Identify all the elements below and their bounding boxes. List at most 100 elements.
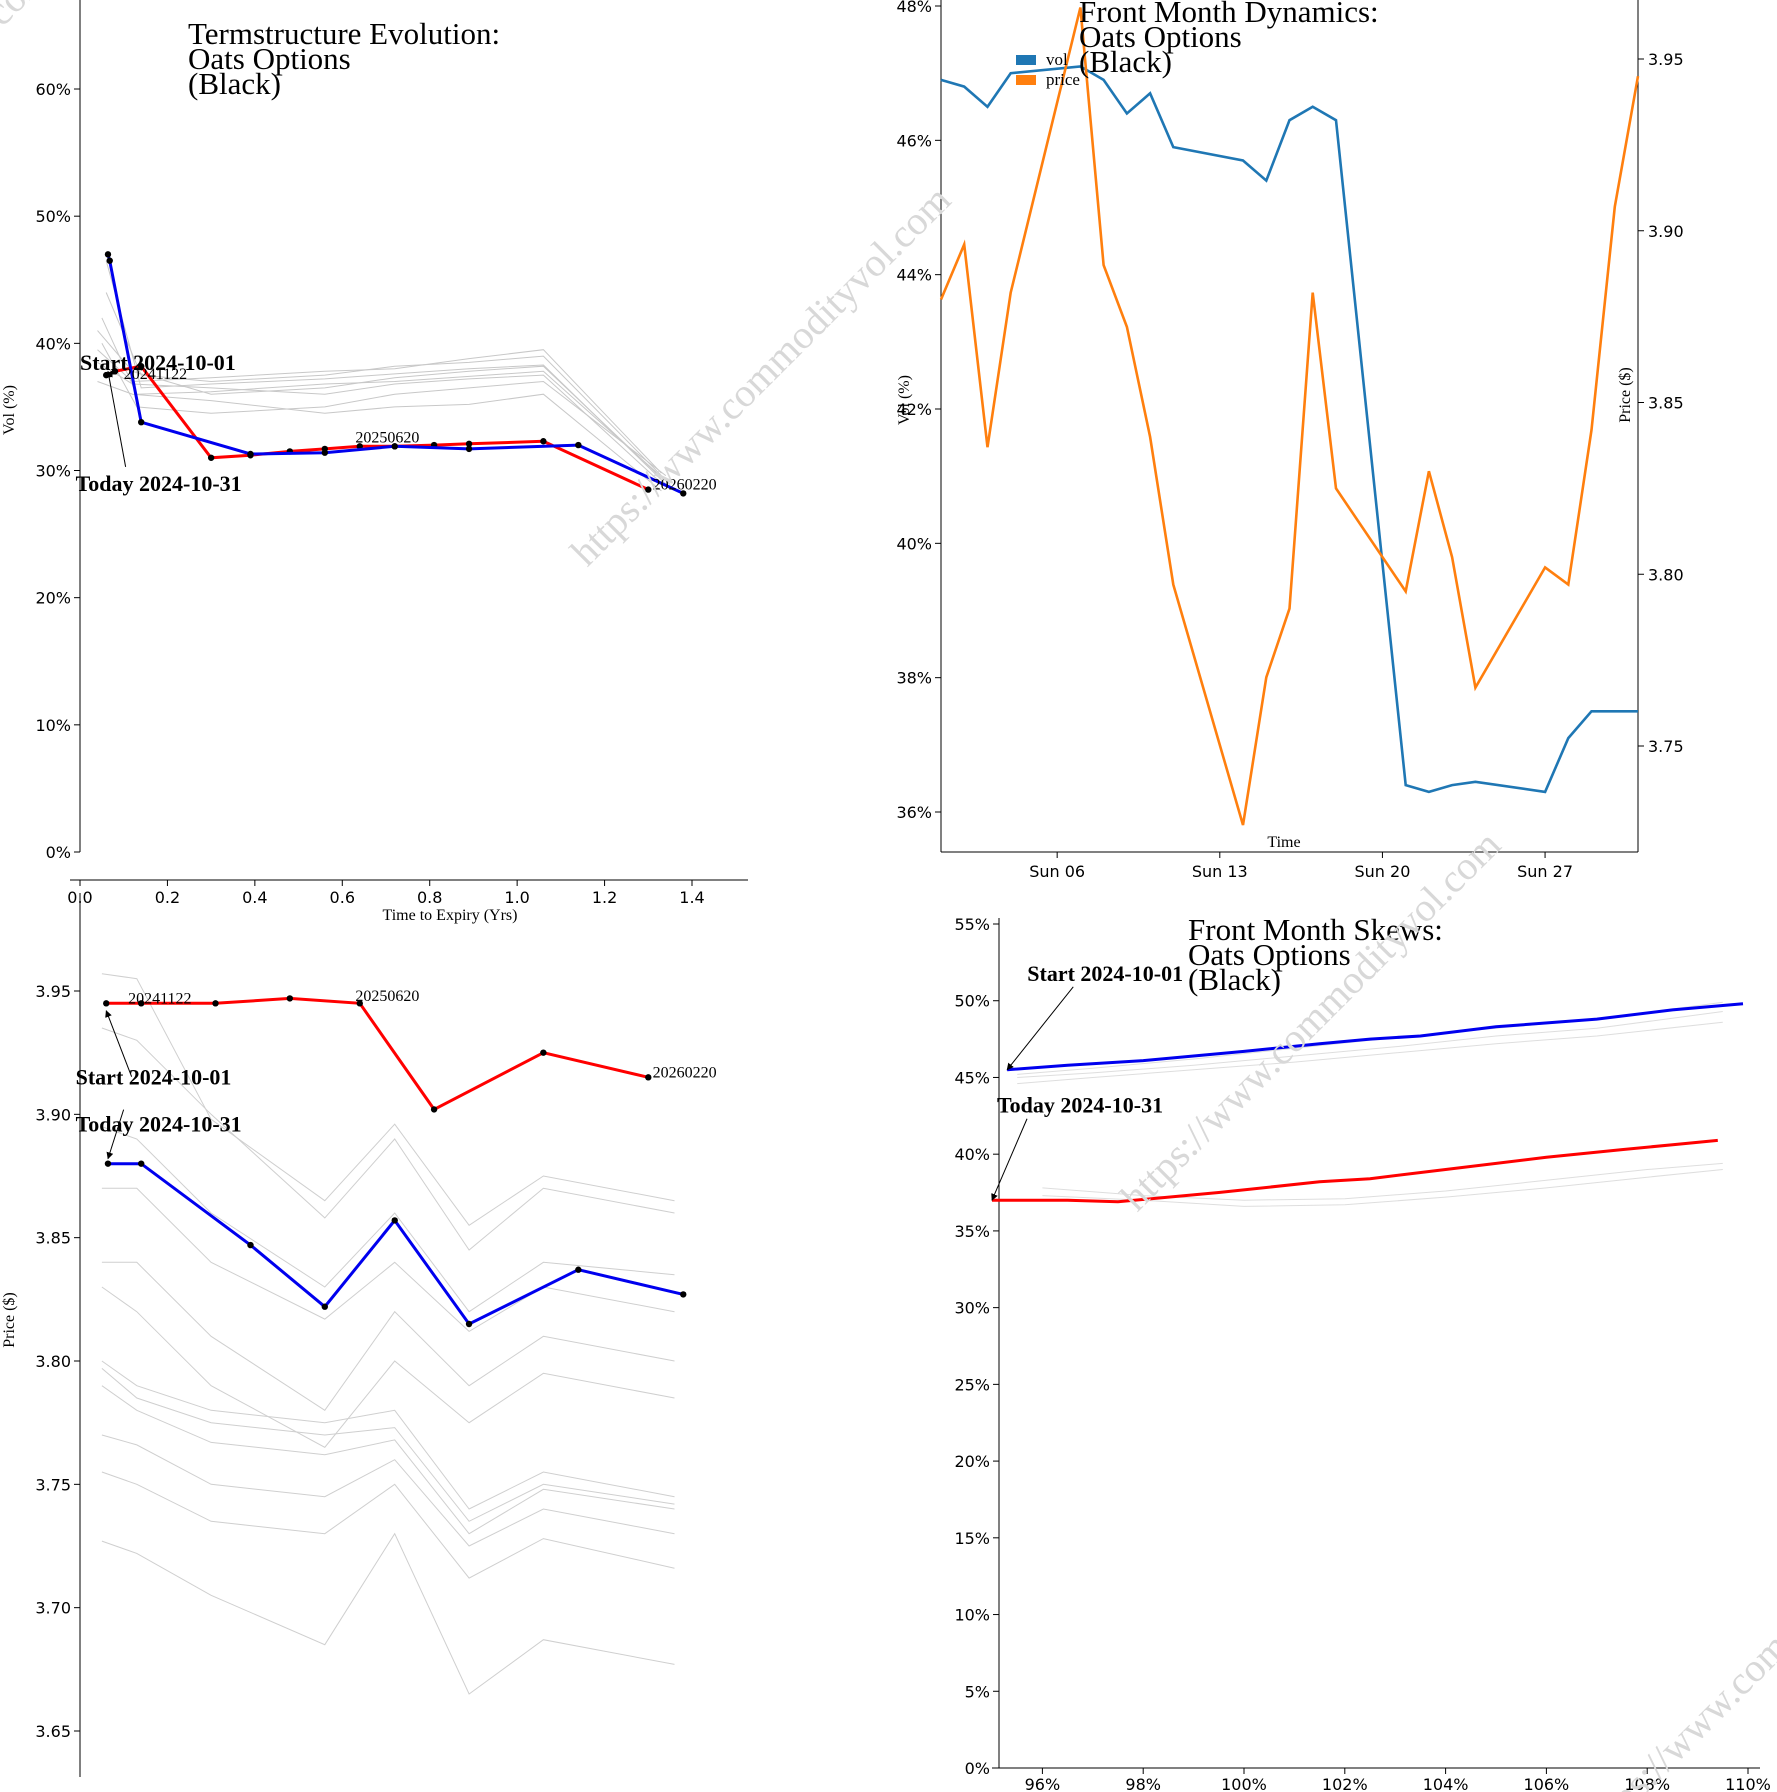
term-x-tick-label: 1.2 bbox=[592, 888, 617, 907]
term-y-tick-label: 30% bbox=[35, 462, 71, 481]
skews-y-tick-label: 0% bbox=[965, 1759, 990, 1778]
dynamics-legend-swatch bbox=[1016, 75, 1036, 85]
price_term-y-tick-label: 3.75 bbox=[35, 1475, 71, 1494]
watermark-text: https://www.commodityvol.com bbox=[1572, 1452, 1777, 1792]
term-y-tick-label: 20% bbox=[35, 589, 71, 608]
term-history-line bbox=[97, 361, 662, 484]
skews-x-tick-label: 104% bbox=[1423, 1775, 1469, 1792]
term-series-point bbox=[680, 490, 687, 497]
term-history-line bbox=[105, 292, 671, 485]
termstructure-panel: 0.0 0.2 0.4 0.6 0.8 1.0 1.2 1.40%10%20%30%40%50… bbox=[1, 0, 748, 924]
term-annotation: Today 2024-10-31 bbox=[76, 471, 242, 496]
price_term-history-line bbox=[101, 1385, 675, 1535]
dynamics-title-line: Front Month Dynamics: bbox=[1079, 0, 1379, 29]
dynamics-title-line: Oats Options bbox=[1079, 19, 1242, 54]
skews-x-tick-label: 96% bbox=[1025, 1775, 1061, 1792]
skews-annotation-arrow bbox=[1006, 986, 1074, 1071]
price_term-y-tick-label: 3.85 bbox=[35, 1229, 71, 1248]
skews-y-tick-label: 40% bbox=[954, 1145, 990, 1164]
skews-series-line bbox=[1006, 1002, 1744, 1072]
dynamics-y-tick-label: 40% bbox=[896, 534, 932, 553]
front-month-dynamics-panel: Sun 06 Sun 13 Sun 20 Sun 27 36% 38% 40% 42% 44% 4… bbox=[896, 0, 1684, 881]
skews-title-line: Oats Options bbox=[1188, 937, 1351, 972]
term-annotation-arrow bbox=[105, 370, 127, 467]
term-history-line bbox=[97, 381, 662, 492]
price_term-history-line bbox=[101, 1368, 675, 1522]
skews-title-line: (Black) bbox=[1188, 962, 1281, 997]
dynamics-legend-label: price bbox=[1046, 70, 1080, 89]
dynamics-x-tick-label: Sun 20 bbox=[1354, 862, 1410, 881]
skews-x-tick-label: 100% bbox=[1221, 1775, 1267, 1792]
skews-y-tick-label: 20% bbox=[954, 1452, 990, 1471]
price_term-history-line bbox=[101, 1360, 675, 1510]
price_term-series-point bbox=[286, 995, 294, 1002]
price_term-history-line bbox=[101, 1187, 675, 1333]
term-series-point bbox=[104, 251, 112, 258]
term-series-point bbox=[247, 450, 254, 458]
price_term-annotation-arrow bbox=[105, 1010, 133, 1077]
price_term-series-point bbox=[356, 1000, 363, 1007]
front-month-skews-panel: 96% 98% 100% 102% 104% 106% 108% 110% 0% 5% 10% 15%… bbox=[954, 912, 1770, 1792]
price_term-y-tick-label: 3.90 bbox=[35, 1105, 71, 1124]
watermark-text: https://www.commodityvol.com bbox=[1112, 822, 1510, 1220]
dynamics-y2-axis-label: Price ($) bbox=[1617, 367, 1634, 423]
term-y-tick-label: 10% bbox=[35, 716, 71, 735]
skews-y-tick-label: 10% bbox=[954, 1606, 990, 1625]
price_term-series-line bbox=[108, 1162, 684, 1326]
dynamics-x-tick-label: Sun 06 bbox=[1029, 862, 1085, 881]
skews-x-tick-label: 98% bbox=[1125, 1775, 1161, 1792]
term-x-tick-label: 0.4 bbox=[242, 888, 267, 907]
price_term-series-point bbox=[680, 1291, 687, 1298]
term-series-point bbox=[645, 486, 652, 493]
price_term-y-tick-label: 3.95 bbox=[35, 982, 71, 1001]
price_term-series-point bbox=[645, 1074, 652, 1081]
skews-series-line bbox=[992, 1138, 1718, 1204]
term-history-line bbox=[101, 343, 667, 476]
dynamics-y-tick-label: 36% bbox=[896, 803, 932, 822]
term-y-tick-label: 40% bbox=[35, 334, 71, 353]
price_term-y-tick-label: 3.80 bbox=[35, 1352, 71, 1371]
price_term-history-line bbox=[101, 1286, 675, 1448]
term-series-point bbox=[540, 438, 547, 445]
price_term-annotation-arrow bbox=[106, 1109, 125, 1160]
skews-history-line bbox=[1042, 1169, 1723, 1207]
dynamics-y2-tick-label: 3.80 bbox=[1648, 565, 1684, 584]
price_term-series-point bbox=[212, 1000, 219, 1007]
term-series-point bbox=[575, 441, 582, 449]
price_term-series-point bbox=[103, 1000, 110, 1007]
price_term-annotation: Today 2024-10-31 bbox=[76, 1112, 242, 1137]
skews-y-tick-label: 35% bbox=[954, 1222, 990, 1241]
term-contract-label: 20241122 bbox=[124, 366, 187, 383]
term-contract-label: 20250620 bbox=[355, 430, 419, 447]
price_term-series-point bbox=[465, 1320, 473, 1328]
dynamics-price-line bbox=[939, 7, 1640, 826]
term-series-point bbox=[138, 363, 145, 370]
dynamics-x-tick-label: Sun 27 bbox=[1517, 862, 1573, 881]
term-history-line bbox=[97, 349, 662, 474]
price_term-history-line bbox=[101, 1261, 675, 1411]
term-history-line bbox=[101, 317, 667, 482]
skews-annotation: Start 2024-10-01 bbox=[1027, 961, 1183, 986]
price_term-history-line bbox=[101, 1027, 675, 1251]
dynamics-x-axis-label: Time bbox=[1267, 834, 1300, 851]
dynamics-y-tick-label: 46% bbox=[896, 131, 932, 150]
dynamics-y2-tick-label: 3.90 bbox=[1648, 222, 1684, 241]
dynamics-legend-swatch bbox=[1016, 55, 1036, 65]
skews-x-tick-label: 102% bbox=[1322, 1775, 1368, 1792]
term-x-tick-label: 1.0 bbox=[504, 888, 529, 907]
term-series-point bbox=[465, 440, 473, 448]
skews-title-line: Front Month Skews: bbox=[1188, 912, 1443, 947]
term-title-line: Oats Options bbox=[188, 41, 351, 76]
dynamics-title-line: (Black) bbox=[1079, 44, 1172, 79]
term-x-tick-label: 1.4 bbox=[679, 888, 704, 907]
price_term-history-line bbox=[101, 1532, 675, 1695]
price_term-series-point bbox=[430, 1106, 438, 1113]
dynamics-y-tick-label: 38% bbox=[896, 669, 932, 688]
skews-x-tick-label: 108% bbox=[1624, 1775, 1670, 1792]
dynamics-y2-tick-label: 3.85 bbox=[1648, 394, 1684, 413]
dynamics-x-tick-label: Sun 13 bbox=[1192, 862, 1248, 881]
price_term-y-axis-label: Price ($) bbox=[1, 1292, 18, 1348]
skews-x-tick-label: 110% bbox=[1725, 1775, 1771, 1792]
dynamics-y-axis-label: Vol (%) bbox=[896, 375, 913, 425]
term-series-point bbox=[321, 449, 328, 456]
